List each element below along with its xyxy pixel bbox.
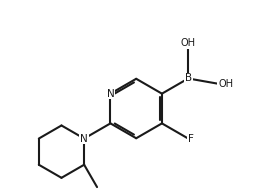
Text: B: B: [185, 74, 192, 83]
Text: N: N: [107, 89, 114, 99]
Text: OH: OH: [218, 79, 233, 89]
Text: F: F: [188, 133, 194, 144]
Text: OH: OH: [181, 38, 196, 48]
Text: N: N: [80, 133, 88, 144]
